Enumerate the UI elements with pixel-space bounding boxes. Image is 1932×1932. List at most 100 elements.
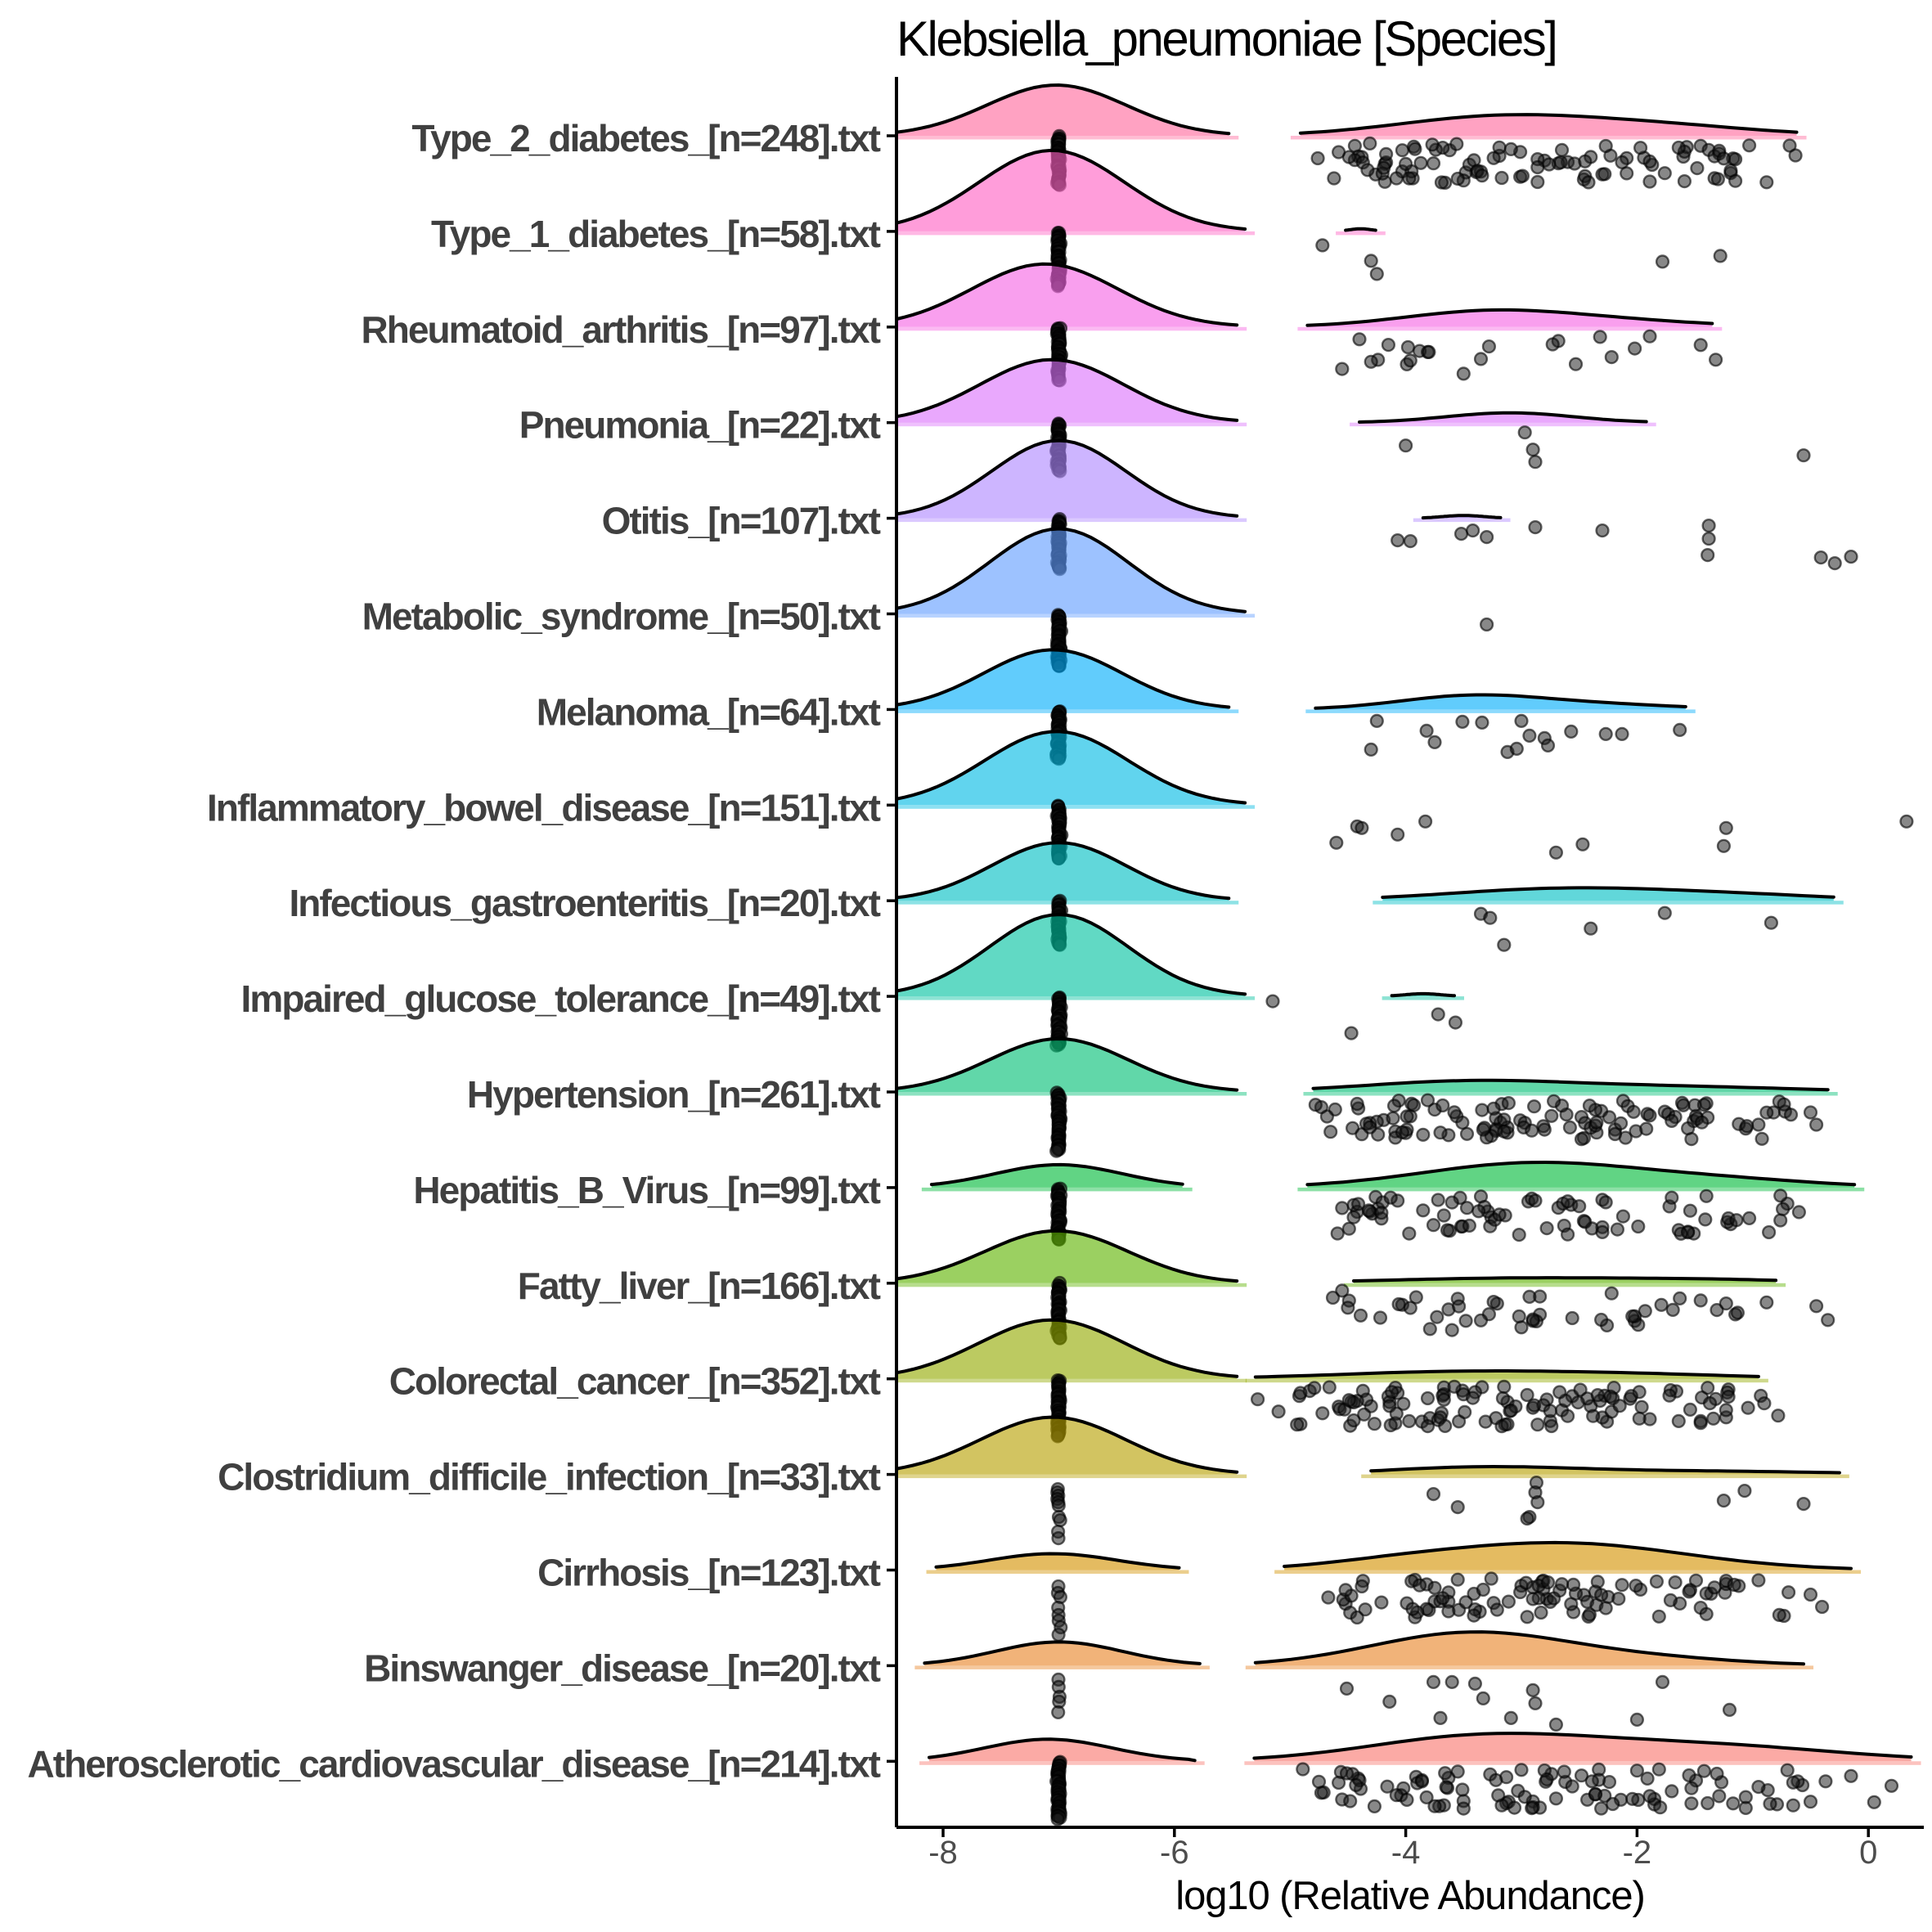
- data-point: [1722, 1702, 1737, 1718]
- points-row: [1049, 226, 1728, 294]
- data-point: [1380, 1779, 1395, 1794]
- data-point: [1751, 1117, 1766, 1132]
- data-point: [1456, 366, 1471, 381]
- data-point: [1584, 921, 1598, 936]
- data-point: [1422, 1322, 1437, 1337]
- data-point: [1414, 1774, 1430, 1789]
- data-point: [1665, 1784, 1679, 1799]
- ridge-outline: [1314, 693, 1687, 710]
- data-point: [1489, 1772, 1503, 1787]
- data-point: [1386, 1111, 1400, 1126]
- data-point: [1763, 1796, 1777, 1811]
- ridges-layer: [895, 83, 1921, 1826]
- ridge-strip: [898, 996, 1256, 1000]
- data-point: [1343, 1794, 1358, 1808]
- ridge-row: [895, 730, 1256, 809]
- ridge-row: [895, 1036, 1838, 1096]
- ridge-strip: [1290, 136, 1807, 140]
- x-tick-label: -4: [1391, 1835, 1421, 1871]
- data-point: [1560, 1227, 1575, 1242]
- data-point: [1369, 267, 1384, 281]
- data-point: [1522, 728, 1537, 744]
- points-row: [1049, 1755, 1899, 1826]
- data-point: [1545, 337, 1560, 352]
- data-point: [1486, 1101, 1501, 1116]
- ridge-outline: [934, 1552, 1181, 1570]
- data-point: [1440, 1223, 1455, 1238]
- data-point: [1581, 175, 1596, 190]
- data-point: [1341, 1221, 1356, 1236]
- data-point: [1773, 1213, 1788, 1228]
- ridge-strip: [898, 1474, 1247, 1479]
- data-point: [1701, 547, 1715, 563]
- x-tick-label: -6: [1160, 1835, 1189, 1871]
- data-point: [1386, 1099, 1402, 1113]
- data-point: [1542, 157, 1557, 172]
- data-point: [1447, 1379, 1462, 1394]
- data-point: [1578, 154, 1593, 168]
- data-point: [1331, 145, 1346, 160]
- data-point: [1465, 1391, 1480, 1405]
- ridge-outline: [928, 1737, 1197, 1763]
- data-point: [1651, 1609, 1666, 1624]
- data-point: [1751, 1780, 1766, 1795]
- chart-title: Klebsiella_pneumoniae [Species]: [896, 11, 1556, 66]
- data-point: [1476, 1122, 1490, 1137]
- x-tick-label: -8: [928, 1835, 958, 1871]
- data-point: [1727, 1577, 1741, 1593]
- y-axis-label: Rheumatoid_arthritis_[n=97].txt: [361, 308, 880, 351]
- data-point: [1473, 352, 1489, 366]
- data-point: [1400, 1792, 1414, 1808]
- points-row: [1049, 608, 1494, 673]
- data-point: [1633, 141, 1648, 155]
- y-axis-label: Metabolic_syndrome_[n=50].txt: [362, 595, 881, 638]
- ridge-outline: [1253, 1630, 1805, 1666]
- ridge-row: [895, 648, 1696, 713]
- data-point: [1701, 518, 1716, 533]
- ridge-outline: [895, 841, 1231, 901]
- y-axis-label: Cirrhosis_[n=123].txt: [537, 1552, 881, 1594]
- ridge-outline: [1344, 227, 1377, 232]
- data-point: [1520, 1511, 1534, 1526]
- ridge-outline: [1421, 514, 1503, 520]
- data-point: [1526, 1099, 1542, 1114]
- data-point: [1568, 357, 1584, 371]
- ridge-strip: [898, 136, 1239, 140]
- points-row: [1049, 511, 1858, 577]
- data-point: [1419, 1790, 1434, 1805]
- ridge-fill: [1359, 412, 1647, 423]
- data-point: [1458, 1595, 1473, 1610]
- ridge-strip: [926, 1570, 1189, 1574]
- data-point: [1582, 1099, 1597, 1113]
- data-point: [1427, 1799, 1442, 1813]
- y-axis-label: Infectious_gastroenteritis_[n=20].txt: [289, 882, 880, 924]
- data-point: [1363, 136, 1377, 151]
- data-point: [1346, 1210, 1361, 1224]
- data-point: [1530, 1418, 1545, 1432]
- data-point: [1462, 1218, 1477, 1233]
- data-point: [1546, 1591, 1561, 1606]
- data-point: [1595, 523, 1610, 538]
- data-point: [1757, 1396, 1772, 1411]
- ridge-outline: [1352, 1276, 1778, 1283]
- data-point: [1530, 174, 1545, 190]
- data-point: [1522, 1289, 1537, 1305]
- data-point: [1319, 1109, 1335, 1124]
- ridge-strip: [898, 422, 1247, 427]
- data-point: [1690, 161, 1705, 176]
- data-point: [1358, 1602, 1373, 1617]
- data-point: [1777, 1097, 1791, 1112]
- data-point: [1593, 1801, 1609, 1816]
- data-point: [1729, 1213, 1744, 1228]
- data-point: [1699, 1606, 1714, 1621]
- data-point: [1726, 1796, 1741, 1811]
- data-point: [1403, 533, 1418, 549]
- data-point: [1525, 1683, 1540, 1698]
- data-point: [1331, 1775, 1346, 1790]
- ridge-strip: [1244, 1761, 1921, 1765]
- data-point: [1049, 1143, 1064, 1158]
- data-point: [1447, 1105, 1462, 1120]
- data-point: [1450, 1572, 1465, 1587]
- data-point: [1530, 1494, 1545, 1510]
- data-point: [1364, 354, 1378, 369]
